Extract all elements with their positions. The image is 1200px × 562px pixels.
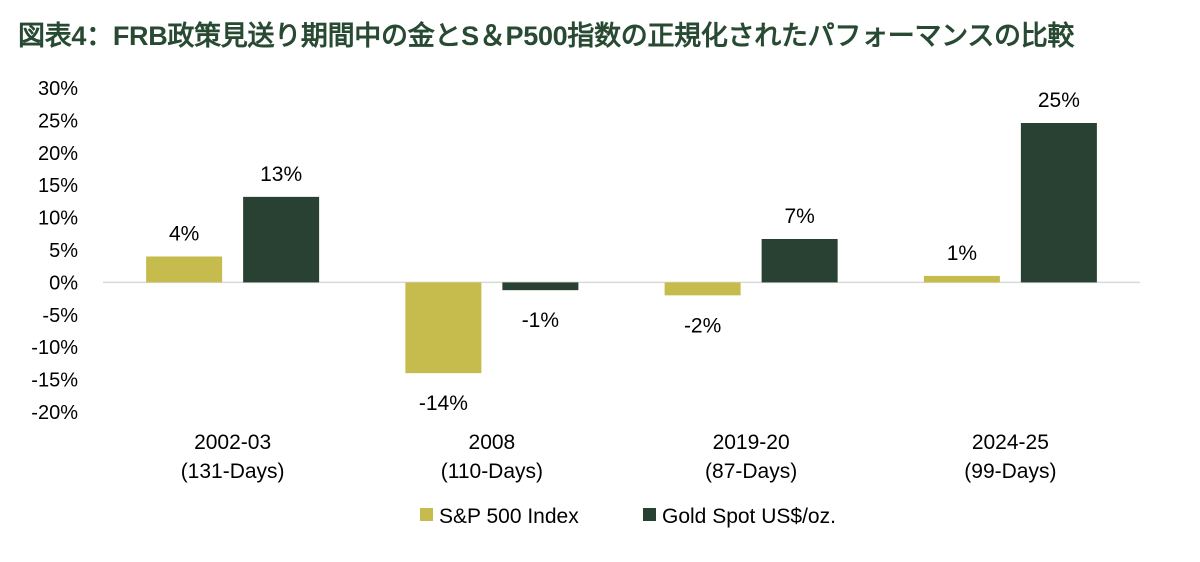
bar-gold-2 [761,238,838,283]
y-tick-label: 0% [49,272,78,294]
y-tick-label: 15% [38,175,78,197]
y-tick-label: 30% [38,78,78,100]
bars [146,122,1097,374]
category-label: 2019-20 [713,431,790,454]
bar-sp500-0 [146,256,223,283]
y-tick-label: -15% [31,370,78,392]
bar-sp500-2 [664,282,741,296]
y-tick-label: -10% [31,337,78,359]
data-label: -14% [419,392,468,415]
data-label: 25% [1038,89,1080,112]
category-sublabel: (131-Days) [181,460,285,483]
data-label: -2% [684,314,721,337]
bar-gold-3 [1020,122,1097,283]
y-tick-label: 25% [38,110,78,132]
y-axis-ticks: 30% 25% 20% 15% 10% 5% 0% -5% -10% -15% -20% [31,78,78,424]
legend-swatch [420,508,433,521]
data-label: 4% [169,222,199,245]
y-tick-label: -5% [42,305,78,327]
data-label: 1% [947,242,977,265]
bar-sp500-1 [405,282,482,374]
y-tick-label: -20% [31,402,78,424]
legend: S&P 500 Index Gold Spot US$/oz. [420,505,836,528]
y-tick-label: 10% [38,208,78,230]
category-sublabel: (99-Days) [964,460,1056,483]
legend-label: S&P 500 Index [439,505,579,528]
bar-sp500-3 [923,275,1000,283]
y-tick-label: 20% [38,143,78,165]
bar-gold-0 [243,196,320,283]
x-axis-categories: 2002-03 (131-Days) 2008 (110-Days) 2019-20 (8… [181,431,1057,483]
y-tick-label: 5% [49,240,78,262]
data-labels: 4% 13% -14% -1% -2% 7% 1% 25% [169,89,1080,415]
bar-gold-1 [502,282,579,291]
data-label: 13% [260,163,302,186]
chart-title: 図表4：FRB政策見送り期間中の金とS＆P500指数の正規化されたパフォーマンス… [18,21,1075,51]
category-label: 2024-25 [972,431,1049,454]
category-sublabel: (87-Days) [705,460,797,483]
legend-swatch [643,508,656,521]
data-label: 7% [784,205,814,228]
data-label: -1% [522,309,559,332]
category-label: 2008 [469,431,516,454]
legend-label: Gold Spot US$/oz. [662,505,836,528]
category-label: 2002-03 [194,431,271,454]
category-sublabel: (110-Days) [441,460,543,483]
